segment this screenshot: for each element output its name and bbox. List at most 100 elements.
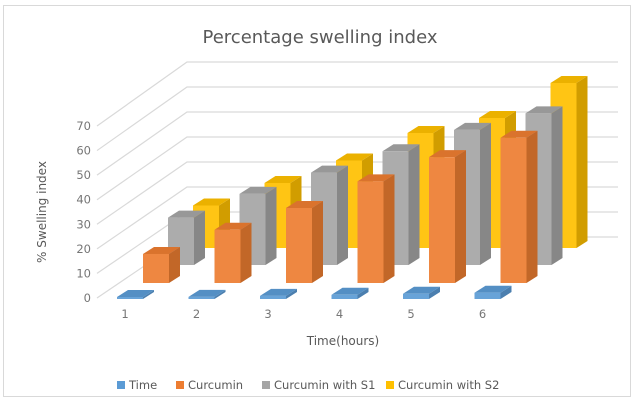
bar-top — [454, 122, 491, 130]
bar-top — [188, 289, 226, 297]
legend: Time Curcumin Curcumin with S1 Curcumin wit… — [117, 378, 499, 392]
x-tick-label: 3 — [264, 307, 271, 321]
bar-side — [240, 222, 252, 283]
gridline — [96, 111, 618, 176]
bar-top — [479, 111, 516, 118]
bar-side — [500, 285, 512, 299]
y-tick-label: 30 — [76, 217, 91, 231]
bar-top — [550, 76, 588, 83]
x-axis-title: Time(hours) — [306, 334, 379, 348]
bar-front — [117, 297, 143, 299]
legend-label: Curcumin — [188, 378, 243, 392]
bar-side — [312, 200, 323, 283]
bar-top — [429, 150, 466, 158]
bar — [331, 287, 369, 299]
bar-top — [382, 144, 420, 152]
bar-top — [525, 106, 563, 114]
bar — [525, 106, 563, 265]
bar-top — [214, 222, 252, 230]
bar — [403, 286, 440, 299]
legend-item: Curcumin with S1 — [262, 378, 375, 392]
bar-top — [264, 176, 302, 183]
legend-swatch — [262, 381, 270, 389]
gridline — [96, 61, 618, 127]
y-tick-label: 40 — [76, 193, 91, 207]
gridline — [96, 86, 618, 152]
bar-side — [265, 186, 277, 265]
bar-top — [357, 174, 395, 182]
bar-front — [286, 207, 312, 283]
bar-top — [500, 130, 538, 138]
y-tick-label: 60 — [76, 144, 91, 158]
legend-item: Time — [117, 378, 157, 392]
legend-swatch — [117, 381, 125, 389]
legend-swatch — [176, 381, 184, 389]
bar — [357, 174, 395, 283]
y-axis-ticks: 0 10 20 30 40 50 60 70 — [76, 119, 91, 305]
x-tick-label: 2 — [193, 307, 200, 321]
bar-front — [331, 294, 358, 299]
bar-top — [286, 200, 323, 208]
y-axis-title: % Swelling index — [35, 161, 49, 263]
bar-front — [474, 292, 501, 299]
bar — [500, 130, 538, 283]
y-tick-label: 20 — [76, 242, 91, 256]
x-tick-label: 1 — [121, 307, 128, 321]
bar-side — [455, 150, 466, 283]
bar-side — [408, 144, 420, 265]
bar — [474, 285, 512, 299]
bar-side — [480, 122, 491, 265]
bar-top — [403, 286, 440, 294]
bar-side — [143, 290, 154, 299]
legend-label: Curcumin with S1 — [274, 378, 375, 392]
bar-side — [429, 286, 440, 299]
bar-top — [168, 210, 205, 218]
bar — [143, 246, 180, 283]
legend-swatch — [386, 381, 394, 389]
bar-top — [311, 165, 348, 173]
bar-side — [194, 210, 205, 265]
chart-title: Percentage swelling index — [203, 27, 438, 48]
bar-top — [474, 285, 512, 293]
bar-front — [403, 293, 429, 299]
bar-side — [526, 130, 538, 283]
bar-side — [576, 76, 588, 248]
bar-side — [214, 289, 226, 299]
bar-top — [239, 186, 277, 194]
bar-front — [500, 137, 527, 283]
bar-side — [551, 106, 563, 265]
bar-side — [169, 246, 180, 283]
bar-top — [260, 288, 297, 296]
bar-top — [336, 153, 373, 161]
y-tick-label: 10 — [76, 266, 91, 280]
bar-top — [331, 287, 369, 295]
x-tick-label: 5 — [407, 307, 414, 321]
x-tick-label: 6 — [479, 307, 486, 321]
y-tick-label: 70 — [76, 119, 91, 133]
bar-front — [214, 229, 241, 283]
x-tick-label: 4 — [336, 307, 343, 321]
y-tick-label: 50 — [76, 168, 91, 182]
legend-label: Curcumin with S2 — [398, 378, 499, 392]
bar-front — [260, 295, 286, 299]
bars — [117, 76, 588, 299]
bar — [286, 200, 323, 283]
bar-side — [337, 165, 348, 265]
legend-item: Curcumin with S2 — [386, 378, 499, 392]
bar-top — [407, 126, 445, 133]
bar — [260, 288, 297, 299]
bar — [429, 150, 466, 283]
bar-side — [383, 174, 395, 283]
bar — [214, 222, 252, 283]
bar-side — [357, 287, 369, 299]
legend-label: Time — [128, 378, 157, 392]
bar — [117, 290, 154, 299]
y-tick-label: 0 — [84, 291, 91, 305]
bar-front — [429, 157, 455, 283]
bar — [188, 289, 226, 299]
bar-front — [357, 181, 384, 283]
bar-top — [117, 290, 154, 297]
bar-front — [188, 296, 215, 299]
bar-side — [286, 288, 297, 299]
